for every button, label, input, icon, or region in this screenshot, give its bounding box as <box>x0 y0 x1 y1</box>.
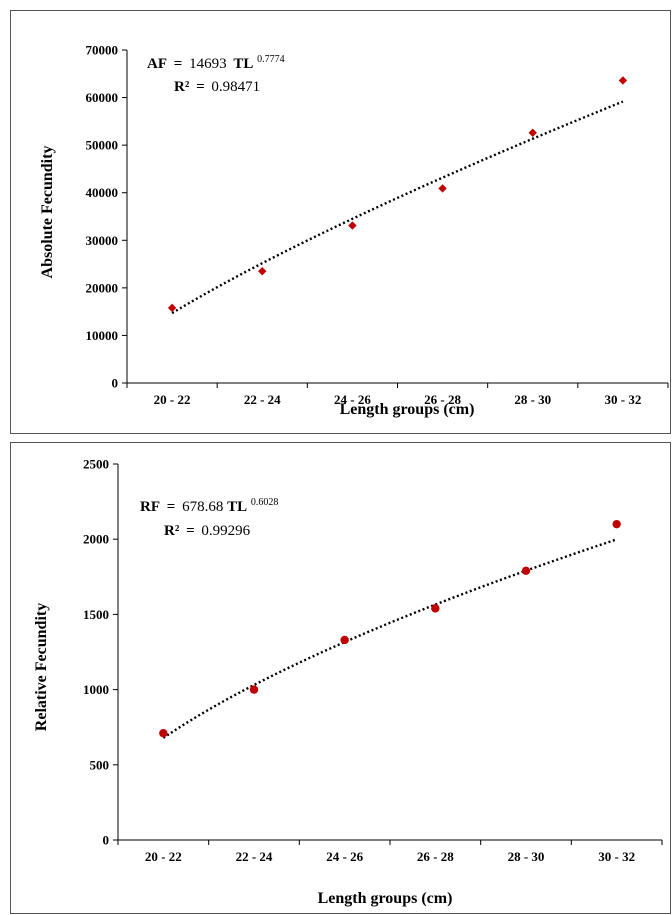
data-point <box>258 267 267 276</box>
data-point <box>249 685 259 694</box>
y-tick-label: 2000 <box>83 532 109 547</box>
x-tick-label: 20 - 22 <box>154 392 191 407</box>
data-point <box>438 184 447 193</box>
x-tick-label: 26 - 28 <box>417 849 454 864</box>
y-tick-label: 50000 <box>86 138 119 153</box>
x-tick-label: 28 - 30 <box>514 392 551 407</box>
plot-area: 0 500 1000 1500 2000 2500 20 - 22 22 - 24 24 - 2… <box>83 457 663 864</box>
y-tick-label: 20000 <box>86 280 119 295</box>
data-point <box>612 519 621 529</box>
x-tick-label: 20 - 22 <box>145 849 182 864</box>
x-tick-label: 30 - 32 <box>598 849 635 864</box>
chart-frame <box>10 10 671 434</box>
data-point <box>348 221 357 230</box>
y-tick-label: 70000 <box>86 43 119 58</box>
x-tick-label: 24 - 26 <box>334 392 371 407</box>
absolute-fecundity-chart: 0 10000 20000 30000 40000 50000 60000 70000 20 -… <box>0 0 672 435</box>
data-point <box>159 729 168 738</box>
y-tick-label: 60000 <box>86 90 119 105</box>
x-tick-label: 28 - 30 <box>508 849 545 864</box>
data-point <box>167 303 177 313</box>
equation-label: RF = 678.68 TL 0.6028 <box>140 497 278 515</box>
power-trendline <box>162 538 618 739</box>
data-point <box>431 604 440 613</box>
data-point <box>521 566 531 575</box>
y-axis-title: Relative Fecundity <box>33 603 50 731</box>
y-tick-label: 0 <box>103 833 110 848</box>
x-tick-label: 22 - 24 <box>244 392 281 407</box>
r-squared-label: R² = 0.98471 <box>174 79 260 95</box>
data-point <box>340 635 349 645</box>
r-squared-label: R² = 0.99296 <box>164 523 251 539</box>
absolute-fecundity-svg: 0 10000 20000 30000 40000 50000 60000 70000 20 -… <box>10 10 671 434</box>
y-tick-label: 10000 <box>86 328 119 343</box>
y-tick-label: 2500 <box>83 457 109 472</box>
y-tick-label: 0 <box>112 376 119 391</box>
x-tick-label: 30 - 32 <box>604 392 641 407</box>
plot-area: 0 10000 20000 30000 40000 50000 60000 70000 20 -… <box>86 43 669 407</box>
x-axis-title: Length groups (cm) <box>340 401 475 418</box>
x-axis-title: Length groups (cm) <box>318 890 453 907</box>
relative-fecundity-svg: 0 500 1000 1500 2000 2500 20 - 22 22 - 24 24 - 2… <box>10 442 671 914</box>
x-tick-label: 24 - 26 <box>326 849 363 864</box>
relative-fecundity-chart: 0 500 1000 1500 2000 2500 20 - 22 22 - 24 24 - 2… <box>0 442 672 915</box>
y-tick-label: 1000 <box>83 682 109 697</box>
y-tick-label: 1500 <box>83 607 109 622</box>
y-tick-label: 500 <box>90 757 110 772</box>
y-tick-label: 30000 <box>86 233 119 248</box>
y-axis-title: Absolute Fecundity <box>39 146 56 279</box>
y-tick-label: 40000 <box>86 185 119 200</box>
data-point <box>528 128 537 137</box>
data-point <box>618 76 628 85</box>
x-tick-label: 22 - 24 <box>236 849 273 864</box>
chart-frame <box>10 442 671 914</box>
x-tick-label: 26 - 28 <box>424 392 461 407</box>
equation-label: AF = 14693 TL 0.7774 <box>147 54 285 72</box>
power-trendline <box>171 100 624 315</box>
